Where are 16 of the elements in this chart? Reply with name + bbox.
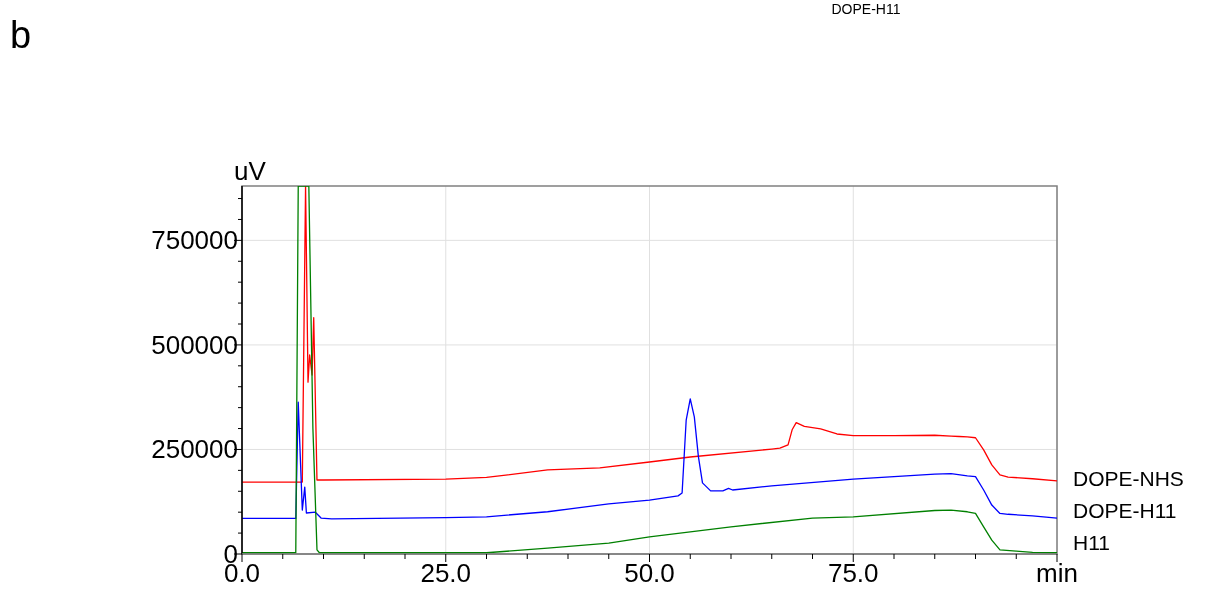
x-tick-label: 75.0	[827, 558, 879, 588]
x-tick-label: min	[1036, 558, 1078, 588]
line-series	[242, 398, 1057, 520]
line-series	[242, 186, 1057, 483]
series-label: H11	[1073, 530, 1110, 554]
text: DOPE-H11	[831, 1, 901, 17]
series-label: DOPE-H11	[1073, 498, 1177, 522]
y-tick-label: 250000	[151, 434, 238, 465]
y-tick-label: 750000	[151, 225, 238, 256]
x-tick-label: 25.0	[420, 558, 472, 588]
x-tick-label: 50.0	[624, 558, 675, 588]
text: b	[10, 14, 32, 56]
y-tick-label: 500000	[151, 329, 238, 360]
series-label: DOPE-NHS	[1073, 466, 1184, 490]
line-series	[242, 186, 1057, 554]
y-axis-title: uV	[234, 156, 267, 186]
